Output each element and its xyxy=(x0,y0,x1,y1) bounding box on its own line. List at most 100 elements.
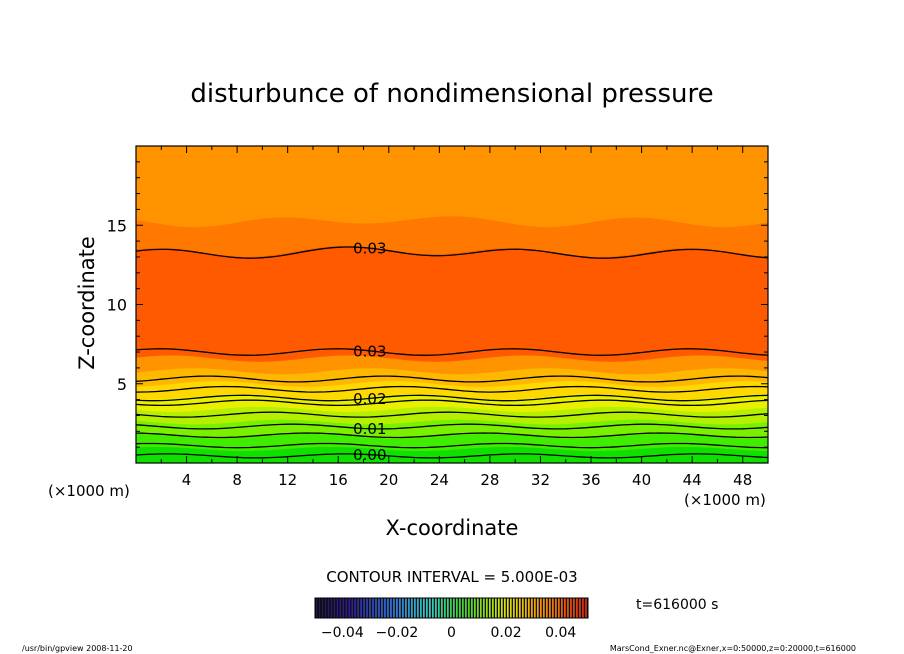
colorbar-swatch xyxy=(315,598,317,618)
colorbar-swatch xyxy=(519,598,521,618)
colorbar-swatch xyxy=(330,598,332,618)
colorbar-gap xyxy=(433,598,435,618)
x-tick-label-8: 36 xyxy=(581,471,600,489)
colorbar-gap xyxy=(430,598,432,618)
colorbar-swatch xyxy=(525,598,527,618)
colorbar-gap xyxy=(520,598,522,618)
colorbar-gap xyxy=(448,598,450,618)
colorbar-swatch xyxy=(450,598,452,618)
contour-band-8 xyxy=(136,245,768,362)
colorbar-swatch xyxy=(576,598,578,618)
y-tick-label-0: 5 xyxy=(117,375,127,394)
contour-lines xyxy=(136,246,768,459)
colorbar xyxy=(315,598,588,618)
contour-line-5 xyxy=(136,399,768,407)
colorbar-swatch xyxy=(561,598,563,618)
colorbar-swatch xyxy=(441,598,443,618)
footer-left: /usr/bin/gpview 2008-11-20 xyxy=(22,644,133,653)
colorbar-gap xyxy=(370,598,372,618)
colorbar-swatch xyxy=(522,598,524,618)
contour-line-9 xyxy=(136,348,768,356)
colorbar-swatch xyxy=(534,598,536,618)
colorbar-gap xyxy=(466,598,468,618)
colorbar-swatch xyxy=(372,598,374,618)
colorbar-swatch xyxy=(549,598,551,618)
x-unit-left: (×1000 m) xyxy=(48,482,130,500)
y-axis-label: Z-coordinate xyxy=(75,236,99,370)
colorbar-gap xyxy=(562,598,564,618)
colorbar-swatch xyxy=(540,598,542,618)
colorbar-gap xyxy=(493,598,495,618)
colorbar-gap xyxy=(403,598,405,618)
colorbar-gap xyxy=(349,598,351,618)
colorbar-swatch xyxy=(480,598,482,618)
colorbar-gap xyxy=(328,598,330,618)
colorbar-swatch xyxy=(537,598,539,618)
colorbar-swatch xyxy=(510,598,512,618)
colorbar-swatch xyxy=(486,598,488,618)
contour-line-7 xyxy=(136,385,768,393)
colorbar-swatch xyxy=(513,598,515,618)
colorbar-swatch xyxy=(411,598,413,618)
colorbar-tick-label-4: 0.04 xyxy=(545,625,576,641)
colorbar-swatch xyxy=(369,598,371,618)
colorbar-gap xyxy=(412,598,414,618)
colorbar-swatch xyxy=(558,598,560,618)
contour-label-10: 0.03 xyxy=(353,240,386,258)
colorbar-gap xyxy=(436,598,438,618)
colorbar-swatch xyxy=(381,598,383,618)
x-tick-label-7: 32 xyxy=(531,471,550,489)
contour-label-9: 0.03 xyxy=(353,342,386,360)
colorbar-gap xyxy=(376,598,378,618)
colorbar-gap xyxy=(331,598,333,618)
x-tick-label-10: 44 xyxy=(683,471,702,489)
colorbar-gap xyxy=(391,598,393,618)
colorbar-gap xyxy=(484,598,486,618)
colorbar-swatch xyxy=(474,598,476,618)
colorbar-swatch xyxy=(543,598,545,618)
colorbar-swatch xyxy=(423,598,425,618)
contour-band-10 xyxy=(136,146,768,228)
colorbar-swatch xyxy=(342,598,344,618)
colorbar-swatch xyxy=(438,598,440,618)
chart-title: disturbunce of nondimensional pressure xyxy=(190,79,713,109)
colorbar-swatch xyxy=(360,598,362,618)
colorbar-gap xyxy=(544,598,546,618)
x-tick-label-1: 8 xyxy=(232,471,242,489)
colorbar-gap xyxy=(406,598,408,618)
colorbar-swatch xyxy=(585,598,587,618)
colorbar-gap xyxy=(529,598,531,618)
colorbar-gap xyxy=(454,598,456,618)
colorbar-gap xyxy=(319,598,321,618)
colorbar-gap xyxy=(475,598,477,618)
colorbar-swatch xyxy=(489,598,491,618)
colorbar-swatch xyxy=(516,598,518,618)
y-tick-label-1: 10 xyxy=(107,296,127,315)
colorbar-gap xyxy=(472,598,474,618)
colorbar-gap xyxy=(358,598,360,618)
contour-label-0: 0.00 xyxy=(353,446,386,464)
colorbar-swatch xyxy=(552,598,554,618)
colorbar-swatch xyxy=(366,598,368,618)
colorbar-swatch xyxy=(453,598,455,618)
colorbar-gap xyxy=(385,598,387,618)
colorbar-swatch xyxy=(492,598,494,618)
colorbar-swatch xyxy=(546,598,548,618)
colorbar-swatch xyxy=(471,598,473,618)
colorbar-gap xyxy=(547,598,549,618)
footer-right: MarsCond_Exner.nc@Exner,x=0:50000,z=0:20… xyxy=(610,644,856,653)
colorbar-swatch xyxy=(324,598,326,618)
colorbar-gap xyxy=(394,598,396,618)
colorbar-swatch xyxy=(501,598,503,618)
colorbar-swatch xyxy=(429,598,431,618)
colorbar-tick-label-2: 0 xyxy=(447,625,456,641)
colorbar-swatch xyxy=(321,598,323,618)
colorbar-gap xyxy=(505,598,507,618)
colorbar-swatch xyxy=(573,598,575,618)
colorbar-swatch xyxy=(498,598,500,618)
x-tick-label-3: 16 xyxy=(329,471,348,489)
colorbar-gap xyxy=(508,598,510,618)
colorbar-gap xyxy=(496,598,498,618)
colorbar-gap xyxy=(463,598,465,618)
contour-line-0 xyxy=(136,453,768,459)
